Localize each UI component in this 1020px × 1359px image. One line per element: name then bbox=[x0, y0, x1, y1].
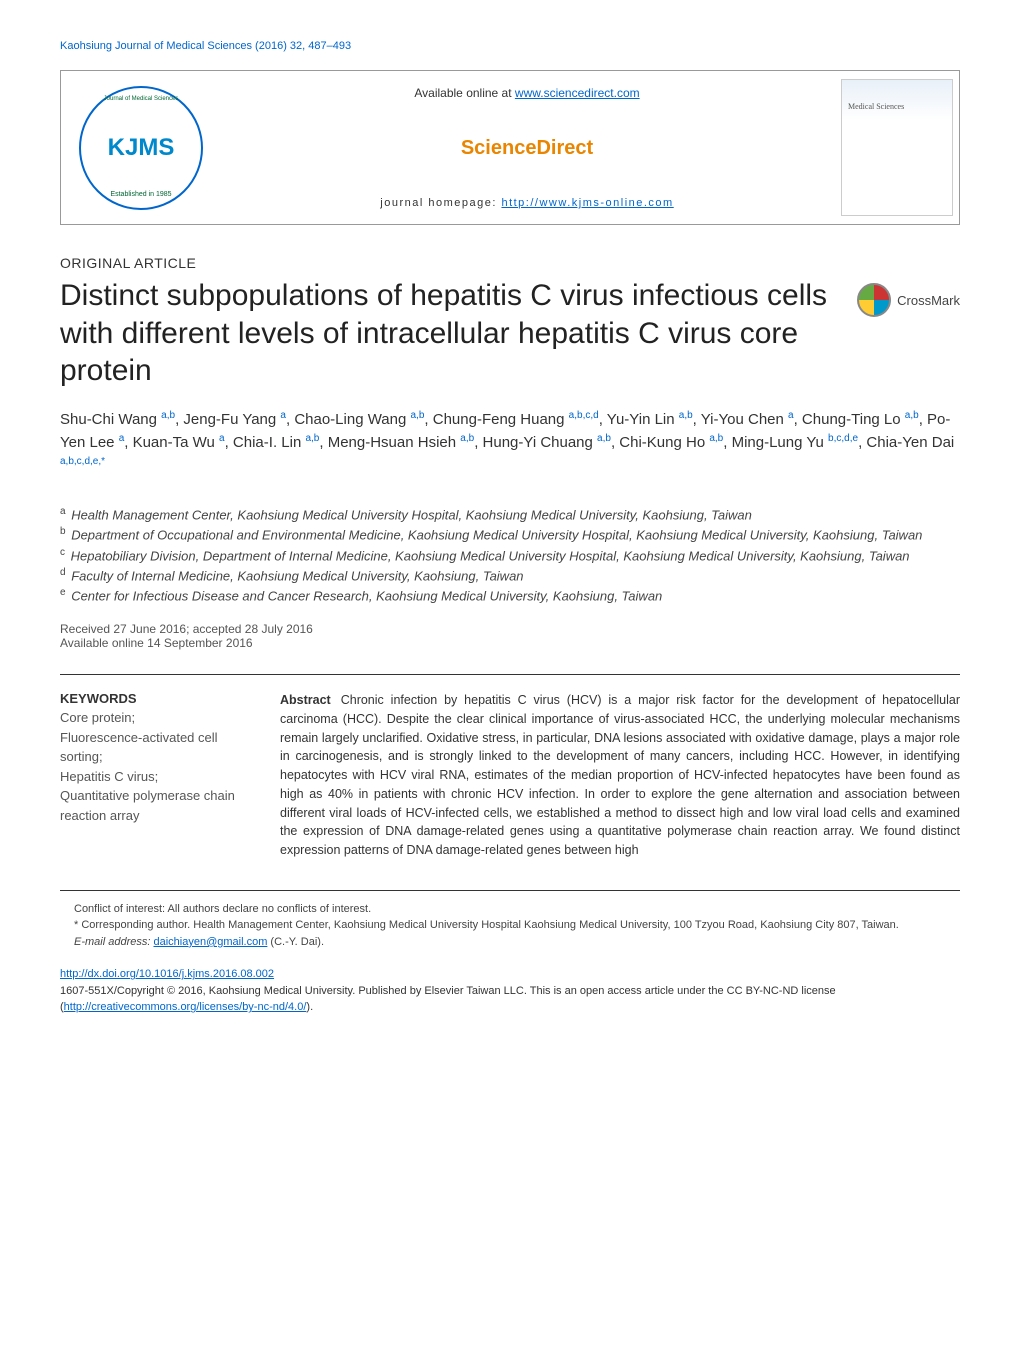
crossmark-icon bbox=[857, 283, 891, 317]
journal-homepage: journal homepage: http://www.kjms-online… bbox=[231, 197, 823, 209]
journal-logo-cell: Journal of Medical Sciences KJMS Establi… bbox=[61, 71, 221, 224]
email-link[interactable]: daichiayen@gmail.com bbox=[153, 936, 267, 948]
journal-cover-thumbnail: Medical Sciences bbox=[841, 79, 953, 216]
kjms-logo: Journal of Medical Sciences KJMS Establi… bbox=[79, 86, 203, 210]
doi-block: http://dx.doi.org/10.1016/j.kjms.2016.08… bbox=[60, 966, 960, 1016]
license-link[interactable]: http://creativecommons.org/licenses/by-n… bbox=[64, 1001, 307, 1013]
email-line: E-mail address: daichiayen@gmail.com (C.… bbox=[60, 934, 960, 951]
abstract-text: Chronic infection by hepatitis C virus (… bbox=[280, 693, 960, 857]
crossmark-label: CrossMark bbox=[897, 293, 960, 308]
abstract-box: KEYWORDS Core protein;Fluorescence-activ… bbox=[60, 674, 960, 860]
journal-header: Journal of Medical Sciences KJMS Establi… bbox=[60, 70, 960, 225]
affiliation-e: e Center for Infectious Disease and Canc… bbox=[60, 586, 960, 606]
article-dates: Received 27 June 2016; accepted 28 July … bbox=[60, 622, 960, 650]
article-title: Distinct subpopulations of hepatitis C v… bbox=[60, 277, 837, 390]
keywords-heading: KEYWORDS bbox=[60, 691, 250, 706]
affiliations: a Health Management Center, Kaohsiung Me… bbox=[60, 505, 960, 606]
affiliation-c: c Hepatobiliary Division, Department of … bbox=[60, 546, 960, 566]
homepage-link[interactable]: http://www.kjms-online.com bbox=[501, 197, 673, 209]
homepage-prefix: journal homepage: bbox=[380, 197, 501, 209]
article-type: ORIGINAL ARTICLE bbox=[60, 255, 960, 271]
logo-main-text: KJMS bbox=[108, 134, 175, 162]
affiliation-a: a Health Management Center, Kaohsiung Me… bbox=[60, 505, 960, 525]
abstract-label: Abstract bbox=[280, 693, 331, 707]
copyright-line: 1607-551X/Copyright © 2016, Kaohsiung Me… bbox=[60, 983, 960, 1016]
conflict-of-interest: Conflict of interest: All authors declar… bbox=[60, 901, 960, 918]
online-date: Available online 14 September 2016 bbox=[60, 636, 960, 650]
keywords-list: Core protein;Fluorescence-activated cell… bbox=[60, 708, 250, 825]
sciencedirect-link[interactable]: www.sciencedirect.com bbox=[515, 86, 640, 100]
keywords-column: KEYWORDS Core protein;Fluorescence-activ… bbox=[60, 691, 250, 860]
cover-cell: Medical Sciences bbox=[833, 71, 959, 224]
cover-title: Medical Sciences bbox=[848, 102, 904, 111]
affiliation-b: b Department of Occupational and Environ… bbox=[60, 525, 960, 545]
abstract-column: AbstractChronic infection by hepatitis C… bbox=[280, 691, 960, 860]
crossmark-badge[interactable]: CrossMark bbox=[857, 283, 960, 317]
sciencedirect-brand: ScienceDirect bbox=[231, 137, 823, 160]
received-accepted-date: Received 27 June 2016; accepted 28 July … bbox=[60, 622, 960, 636]
authors-list: Shu-Chi Wang a,b, Jeng-Fu Yang a, Chao-L… bbox=[60, 408, 960, 478]
email-label: E-mail address: bbox=[74, 936, 153, 948]
affiliation-d: d Faculty of Internal Medicine, Kaohsiun… bbox=[60, 566, 960, 586]
email-suffix: (C.-Y. Dai). bbox=[267, 936, 324, 948]
header-center: Available online at www.sciencedirect.co… bbox=[221, 71, 833, 224]
corresponding-author: * Corresponding author. Health Managemen… bbox=[60, 917, 960, 934]
footnotes: Conflict of interest: All authors declar… bbox=[60, 890, 960, 951]
logo-bottom-text: Established in 1985 bbox=[110, 191, 171, 198]
available-prefix: Available online at bbox=[414, 86, 515, 100]
doi-link[interactable]: http://dx.doi.org/10.1016/j.kjms.2016.08… bbox=[60, 968, 274, 980]
title-row: Distinct subpopulations of hepatitis C v… bbox=[60, 277, 960, 408]
journal-reference: Kaohsiung Journal of Medical Sciences (2… bbox=[60, 40, 960, 52]
available-online: Available online at www.sciencedirect.co… bbox=[231, 86, 823, 100]
copyright-suffix: ). bbox=[306, 1001, 313, 1013]
logo-top-text: Journal of Medical Sciences bbox=[104, 96, 179, 102]
